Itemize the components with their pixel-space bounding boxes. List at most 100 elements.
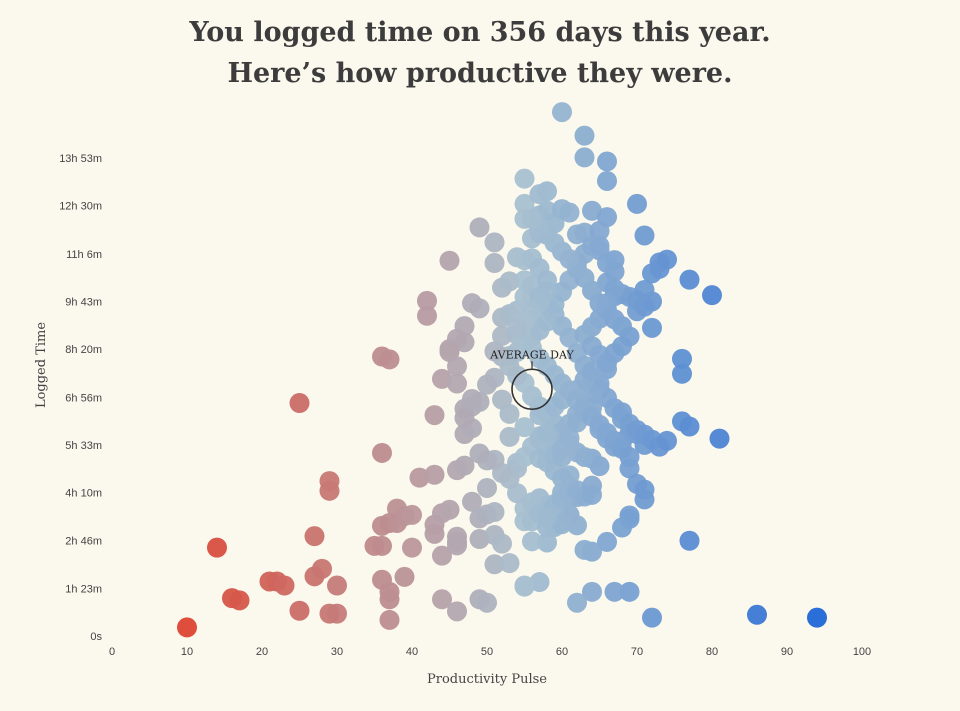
data-point [522,208,542,229]
data-point [514,193,535,214]
x-tick-label: 80 [706,646,718,658]
data-point [537,532,557,553]
data-point [514,417,535,438]
data-point [514,168,535,189]
data-point [454,407,475,428]
data-point [372,535,392,556]
data-point [679,416,700,437]
data-point [432,545,452,566]
data-point [522,531,542,552]
x-axis-label: Productivity Pulse [427,672,547,687]
data-point [499,426,520,447]
data-point [469,443,490,464]
y-tick-label: 9h 43m [65,296,102,308]
data-point [709,428,730,449]
data-point [574,539,595,560]
data-point [552,514,572,535]
data-point [634,489,655,510]
data-point [417,290,437,311]
y-tick-label: 0s [90,631,102,643]
data-point [612,517,632,538]
data-point [537,311,557,332]
data-point [319,480,340,501]
data-point [424,405,445,426]
data-point [679,269,700,290]
x-tick-label: 0 [109,646,115,658]
data-point [289,600,310,621]
data-point [327,575,347,596]
data-point [597,151,617,172]
data-point [402,504,422,525]
y-tick-label: 4h 10m [65,488,102,500]
data-point [619,446,640,467]
x-tick-label: 30 [331,646,343,658]
data-point [582,200,602,221]
data-point [559,428,580,449]
x-tick-label: 100 [853,646,871,658]
y-tick-label: 6h 56m [65,392,102,404]
data-point [372,515,392,536]
data-point [604,581,625,602]
data-point [379,349,400,370]
data-point [529,184,550,205]
data-point [634,279,655,300]
data-point [529,572,550,593]
x-axis-ticks: 0 10 20 30 40 50 60 70 80 90 100 [109,646,871,658]
x-tick-label: 20 [256,646,268,658]
data-point [492,325,512,346]
data-point [537,422,557,443]
y-tick-label: 1h 23m [65,583,102,595]
data-point [499,271,520,292]
data-point [439,250,460,271]
data-point [469,217,490,238]
data-point [642,607,662,628]
data-point [447,535,467,556]
data-point [439,499,460,520]
data-point [207,537,227,558]
x-tick-label: 70 [631,646,643,658]
data-point [447,373,467,394]
data-point [417,305,437,326]
data-point [559,327,580,348]
data-point [552,102,572,123]
y-tick-label: 5h 33m [65,440,102,452]
data-point [597,170,617,191]
data-point [484,253,505,274]
data-point [177,617,197,638]
data-point [597,253,617,274]
data-point [229,590,250,611]
data-point [432,589,452,610]
x-tick-label: 90 [781,646,793,658]
x-tick-label: 50 [481,646,493,658]
data-point [499,403,520,424]
y-axis-ticks: 0s 1h 23m 2h 46m 4h 10m 5h 33m 6h 56m 8h 20m 9h… [59,153,102,643]
data-point [702,285,722,306]
data-point [514,576,535,597]
chart-title-line-1: You logged time on 356 days this year. [189,17,771,48]
y-tick-label: 12h 30m [59,201,102,213]
data-point [657,249,677,270]
data-point [312,558,332,579]
data-point [672,363,692,384]
data-point [462,389,482,410]
data-point [379,589,400,610]
data-point [747,604,767,625]
data-point [507,318,527,339]
data-point [567,592,587,613]
data-point [619,581,640,602]
data-point [492,533,512,554]
data-point [642,317,662,338]
x-tick-label: 60 [556,646,568,658]
data-point [634,225,655,246]
data-point [447,601,467,622]
data-point [679,530,700,551]
data-point [574,147,595,168]
data-point [289,393,310,414]
average-day-label: AVERAGE DAY [489,348,574,361]
x-tick-label: 40 [406,646,418,658]
data-point [447,356,467,377]
data-points [177,102,827,638]
data-point [559,202,580,223]
data-point [424,464,445,485]
